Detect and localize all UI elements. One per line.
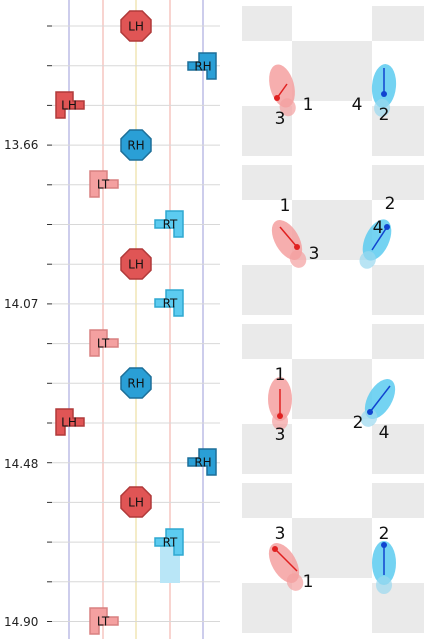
foot-point-label: 4 — [379, 423, 390, 443]
foot-point-label: 1 — [275, 365, 286, 385]
foot-point-label: 1 — [303, 572, 314, 592]
right-foot — [359, 219, 392, 269]
foot-point-label: 3 — [275, 524, 286, 544]
time-label: 14.07 — [4, 297, 39, 311]
foot-point-label: 4 — [352, 95, 363, 115]
left-foot-arrowhead — [272, 546, 278, 552]
left-foot-arrow — [274, 548, 298, 572]
foot-point-label: 2 — [379, 105, 390, 125]
event-label: LT — [97, 337, 110, 351]
event-label: RH — [194, 60, 211, 74]
foot-point-label: 4 — [373, 218, 384, 238]
floor-block — [372, 424, 424, 474]
event-lh-marker[interactable]: LH — [120, 10, 152, 42]
floor-block — [292, 518, 372, 578]
event-lt-marker[interactable]: LT — [89, 607, 119, 635]
timeline-svg: LH RH LH RH LT RT LH RT LT RH LH RH LH RT LT — [47, 0, 220, 639]
event-label: LT — [97, 178, 110, 192]
event-rt-marker[interactable]: RT — [154, 210, 184, 238]
foot-point-label: 3 — [275, 109, 286, 129]
floor-block — [242, 424, 292, 474]
event-rh-marker[interactable]: RH — [187, 448, 217, 476]
floor-block — [292, 359, 372, 419]
floor-block — [242, 265, 292, 315]
event-rt-marker[interactable]: RT — [154, 528, 184, 556]
event-rh-marker[interactable]: RH — [120, 129, 152, 161]
left-foot-arrowhead — [277, 413, 283, 419]
right-foot-arrowhead — [384, 224, 390, 230]
event-label: RH — [127, 377, 144, 391]
floor-block — [372, 324, 424, 359]
event-label: RT — [163, 536, 178, 550]
right-foot-arrowhead — [381, 542, 387, 548]
event-lh-marker[interactable]: LH — [55, 408, 85, 436]
event-label: RT — [163, 297, 178, 311]
event-label: RH — [194, 456, 211, 470]
event-lh-marker[interactable]: LH — [120, 248, 152, 280]
floor-block — [372, 265, 424, 315]
foot-point-label: 2 — [385, 194, 396, 214]
event-label: LH — [61, 416, 77, 430]
time-label: 13.66 — [4, 138, 39, 152]
foot-point-label: 2 — [379, 524, 390, 544]
floor-block — [242, 324, 292, 359]
right-foot-arrowhead — [381, 91, 387, 97]
timeline-chart: LH RH LH RH LT RT LH RT LT RH LH RH LH RT LT 13.66 14.… — [4, 0, 220, 639]
foot-point-label: 2 — [353, 413, 364, 433]
right-foot-arrow — [369, 385, 391, 413]
floor-block — [292, 200, 372, 260]
event-rt-marker[interactable]: RT — [154, 289, 184, 317]
event-label: LH — [128, 496, 144, 510]
event-label: LT — [97, 615, 110, 629]
left-foot-arrow — [279, 226, 298, 248]
floor-block — [292, 41, 372, 101]
right-foot-arrowhead — [367, 409, 373, 415]
floor-block — [242, 6, 292, 41]
floor-block — [242, 583, 292, 633]
floor-block — [372, 165, 424, 200]
event-lh-marker[interactable]: LH — [120, 486, 152, 518]
foot-point-label: 1 — [303, 95, 314, 115]
event-lt-marker[interactable]: LT — [89, 170, 119, 198]
right-foot-arrow — [371, 226, 388, 251]
event-label: RT — [163, 218, 178, 232]
time-label: 14.90 — [4, 615, 39, 629]
time-label: 14.48 — [4, 457, 39, 471]
event-label: RH — [127, 139, 144, 153]
left-foot-arrowhead — [274, 95, 280, 101]
event-rh-marker[interactable]: RH — [120, 367, 152, 399]
event-label: LH — [128, 258, 144, 272]
left-foot — [268, 543, 304, 591]
foot-point-label: 3 — [275, 425, 286, 445]
pose-panel-4: 3 1 2 — [242, 483, 424, 633]
event-lt-marker[interactable]: LT — [89, 329, 119, 357]
floor-block — [372, 483, 424, 518]
event-lh-marker[interactable]: LH — [55, 91, 85, 119]
event-label: LH — [61, 99, 77, 113]
floor-block — [372, 6, 424, 41]
foot-point-label: 3 — [309, 244, 320, 264]
left-foot-arrowhead — [294, 244, 300, 250]
left-foot — [271, 220, 307, 268]
floor-block — [242, 165, 292, 200]
event-label: LH — [128, 20, 144, 34]
foot-point-label: 1 — [280, 196, 291, 216]
event-rh-marker[interactable]: RH — [187, 52, 217, 80]
floor-block — [242, 483, 292, 518]
